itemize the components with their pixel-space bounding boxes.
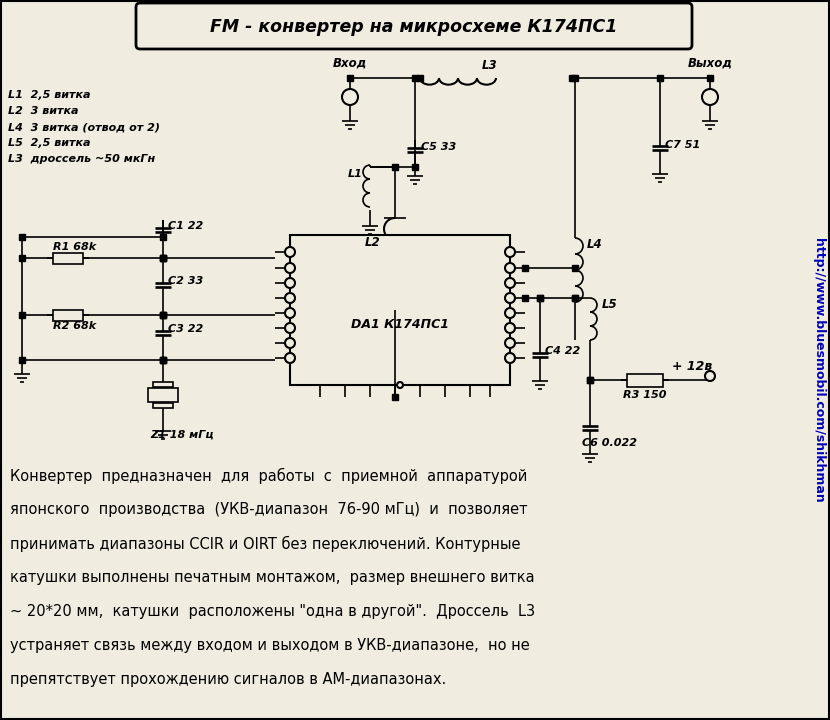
- Circle shape: [505, 278, 515, 288]
- Text: ~ 20*20 мм,  катушки  расположены "одна в другой".  Дроссель  L3: ~ 20*20 мм, катушки расположены "одна в …: [10, 604, 535, 619]
- Text: R2 68k: R2 68k: [53, 321, 96, 331]
- Text: L3  дроссель ~50 мкГн: L3 дроссель ~50 мкГн: [8, 154, 155, 164]
- Text: C7 51: C7 51: [665, 140, 701, 150]
- Circle shape: [505, 353, 515, 363]
- Text: L5: L5: [602, 298, 618, 311]
- Text: Выход: Выход: [687, 57, 732, 70]
- FancyBboxPatch shape: [136, 3, 692, 49]
- Bar: [290, 235, 510, 385]
- Text: L1: L1: [348, 169, 363, 179]
- Text: L1  2,5 витка: L1 2,5 витка: [8, 90, 90, 100]
- Circle shape: [505, 308, 515, 318]
- Circle shape: [505, 247, 515, 257]
- Text: L4  3 витка (отвод от 2): L4 3 витка (отвод от 2): [8, 122, 160, 132]
- Text: L2  3 витка: L2 3 витка: [8, 106, 79, 116]
- Text: японского  производства  (УКВ-диапазон  76-90 мГц)  и  позволяет: японского производства (УКВ-диапазон 76-…: [10, 502, 528, 517]
- Text: R1 68k: R1 68k: [53, 242, 96, 252]
- Circle shape: [505, 338, 515, 348]
- Text: L3: L3: [482, 59, 498, 72]
- Text: катушки выполнены печатным монтажом,  размер внешнего витка: катушки выполнены печатным монтажом, раз…: [10, 570, 535, 585]
- Circle shape: [285, 263, 295, 273]
- Text: L5  2,5 витка: L5 2,5 витка: [8, 138, 90, 148]
- Circle shape: [397, 382, 403, 388]
- Text: устраняет связь между входом и выходом в УКВ-диапазоне,  но не: устраняет связь между входом и выходом в…: [10, 638, 530, 653]
- Circle shape: [285, 338, 295, 348]
- Text: C5 33: C5 33: [421, 142, 457, 152]
- Text: C3 22: C3 22: [168, 324, 203, 334]
- Circle shape: [505, 293, 515, 303]
- Text: DA1 К174ПС1: DA1 К174ПС1: [351, 318, 449, 331]
- Text: L2: L2: [365, 236, 381, 249]
- Circle shape: [505, 323, 515, 333]
- Circle shape: [285, 308, 295, 318]
- Text: C4 22: C4 22: [545, 346, 580, 356]
- Bar: [627, 374, 663, 387]
- Text: + 12в: + 12в: [672, 360, 712, 373]
- Circle shape: [285, 353, 295, 363]
- Circle shape: [285, 323, 295, 333]
- Text: C1 22: C1 22: [168, 221, 203, 231]
- Circle shape: [285, 247, 295, 257]
- Circle shape: [705, 371, 715, 381]
- Text: Конвертер  предназначен  для  работы  с  приемной  аппаратурой: Конвертер предназначен для работы с прие…: [10, 468, 527, 484]
- Text: R3 150: R3 150: [623, 390, 666, 400]
- Text: препятствует прохождению сигналов в АМ-диапазонах.: препятствует прохождению сигналов в АМ-д…: [10, 672, 447, 687]
- Circle shape: [505, 263, 515, 273]
- Text: L4: L4: [587, 238, 603, 251]
- Bar: [153, 403, 173, 408]
- Bar: [153, 382, 173, 387]
- Bar: [53, 253, 83, 264]
- Circle shape: [702, 89, 718, 105]
- Circle shape: [342, 89, 358, 105]
- Text: FM - конвертер на микросхеме К174ПС1: FM - конвертер на микросхеме К174ПС1: [210, 18, 618, 36]
- Text: Z1 18 мГц: Z1 18 мГц: [150, 430, 213, 440]
- Bar: [53, 310, 83, 320]
- Bar: [148, 388, 178, 402]
- Text: принимать диапазоны CCIR и OIRT без переключений. Контурные: принимать диапазоны CCIR и OIRT без пере…: [10, 536, 520, 552]
- Text: C2 33: C2 33: [168, 276, 203, 286]
- Text: Вход: Вход: [333, 57, 367, 70]
- Circle shape: [285, 278, 295, 288]
- Text: http://www.bluesmobil.com/shikhman: http://www.bluesmobil.com/shikhman: [812, 238, 824, 503]
- Circle shape: [285, 293, 295, 303]
- Text: C6 0.022: C6 0.022: [582, 438, 637, 448]
